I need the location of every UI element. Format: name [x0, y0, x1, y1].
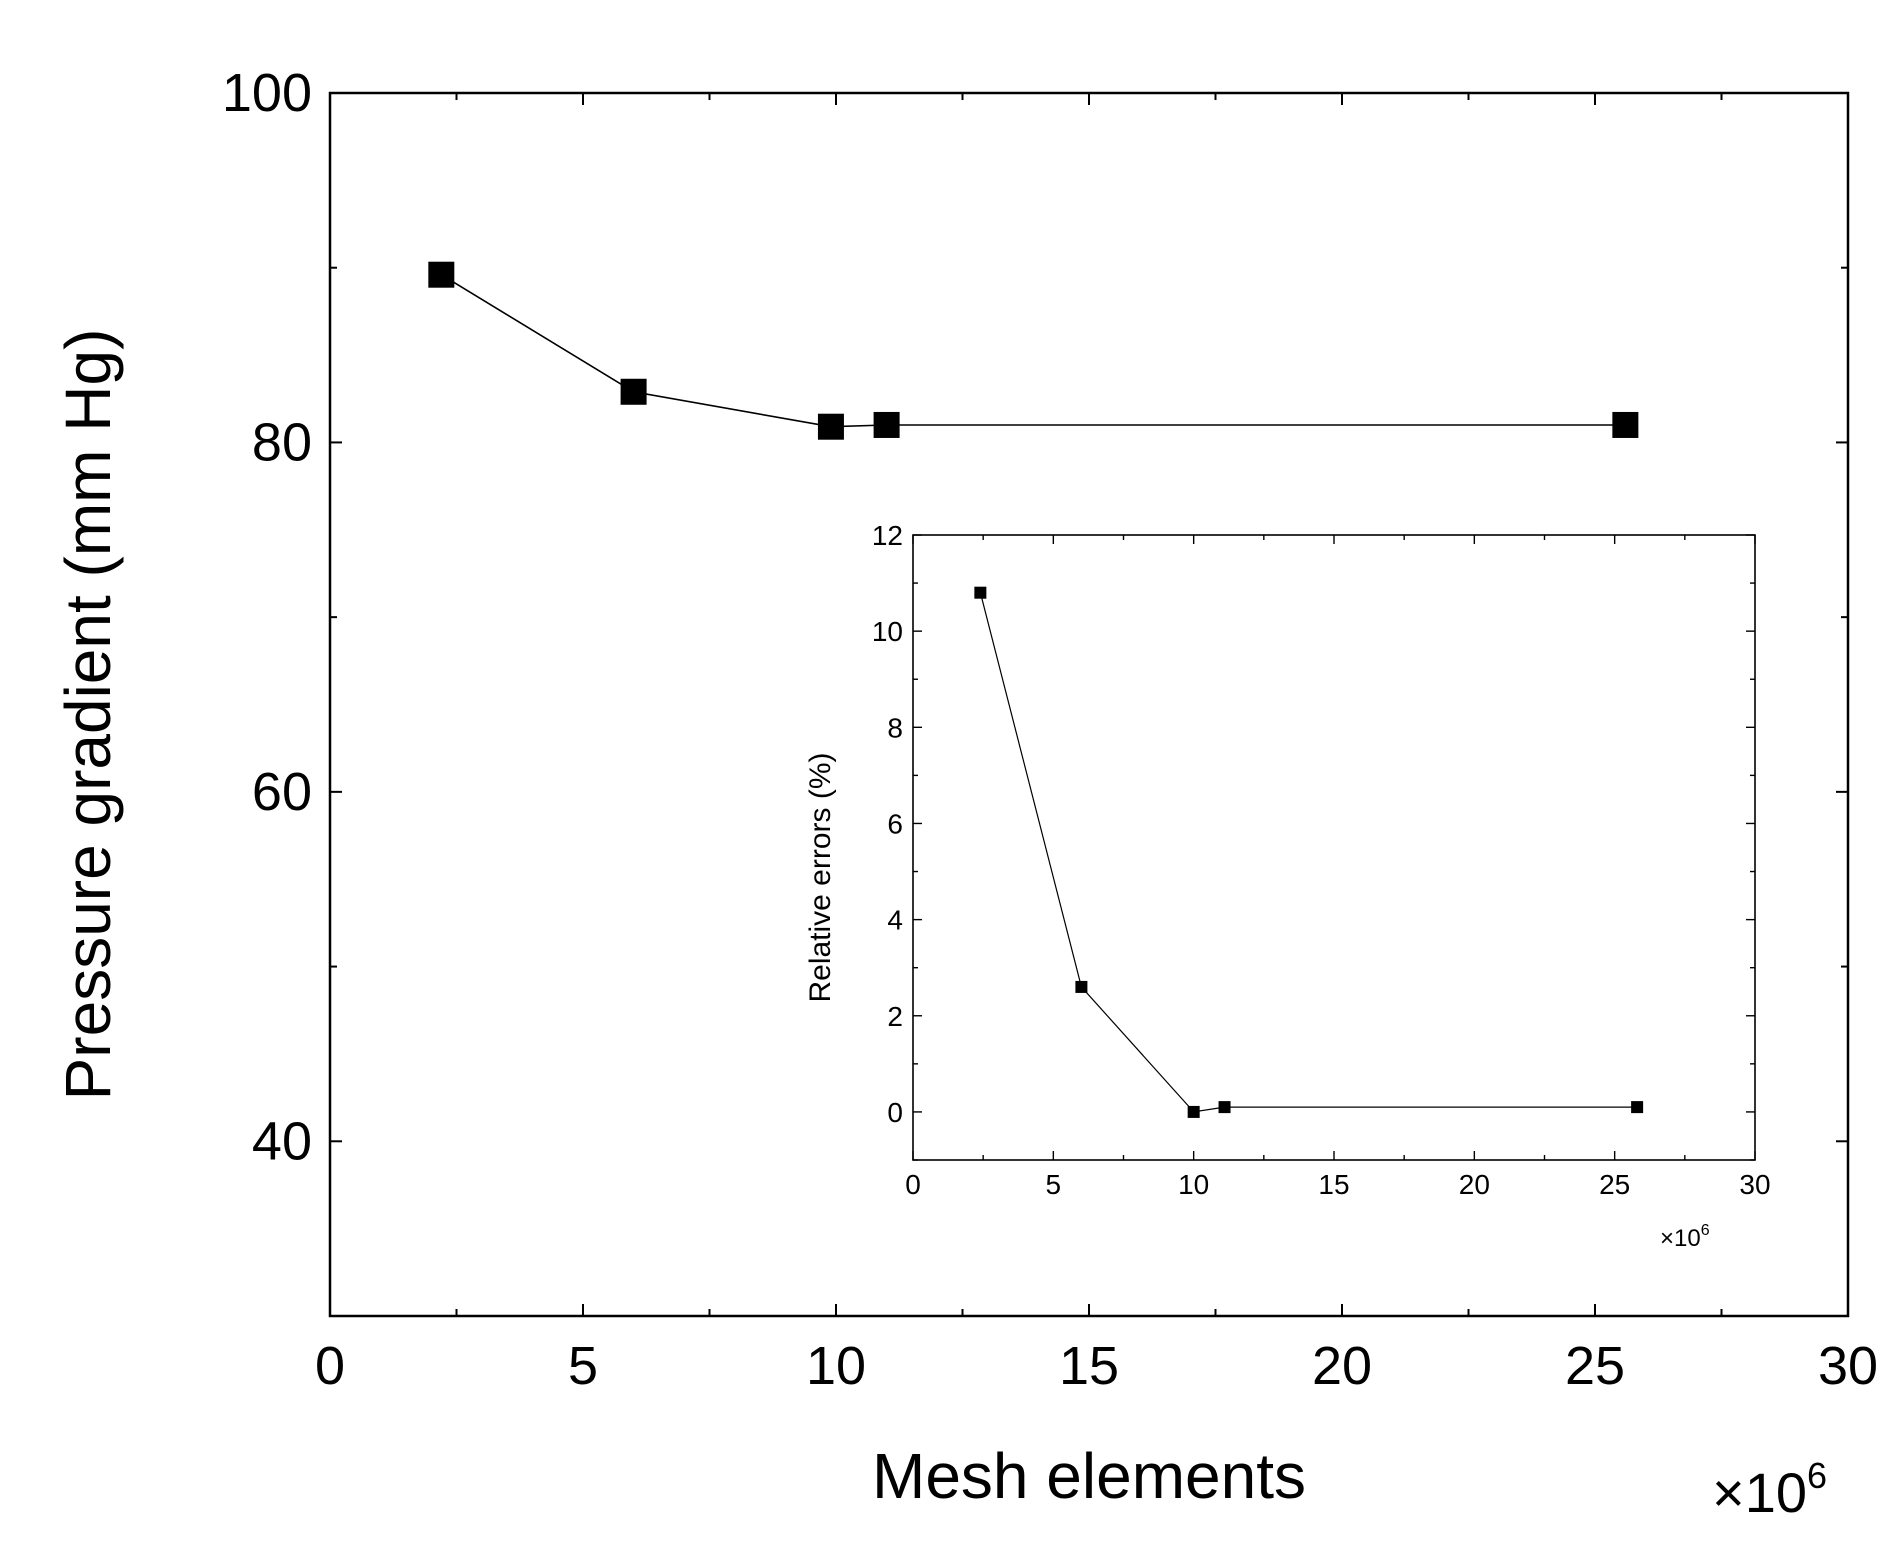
inset-x-multiplier-exponent: 6	[1701, 1222, 1710, 1239]
main-y-tick-label: 80	[252, 412, 312, 472]
inset-plot-frame	[912, 534, 1756, 1161]
inset-x-multiplier-base: ×10	[1660, 1225, 1701, 1252]
inset-background	[913, 535, 1755, 1160]
inset-y-tick-label: 4	[887, 905, 903, 936]
inset-series-markers	[974, 586, 1644, 1118]
main-x-tick-label: 10	[806, 1336, 866, 1396]
main-x-multiplier-base: ×10	[1712, 1461, 1807, 1524]
main-x-tick-label: 30	[1818, 1336, 1878, 1396]
main-y-tick-label: 40	[252, 1111, 312, 1171]
main-data-point	[873, 411, 900, 438]
inset-y-tick-label: 8	[887, 712, 903, 743]
main-x-axis-label: Mesh elements	[872, 1440, 1306, 1512]
inset-data-point	[974, 586, 987, 599]
main-x-multiplier-exponent: 6	[1807, 1455, 1827, 1496]
inset-data-point	[1631, 1101, 1644, 1114]
inset-data-point	[1187, 1105, 1200, 1118]
main-series-markers	[428, 261, 1639, 440]
main-data-point	[817, 413, 844, 440]
inset-y-axis-label: Relative errors (%)	[804, 752, 837, 1002]
main-x-tick-label: 5	[568, 1336, 598, 1396]
inset-y-tick-label: 6	[887, 808, 903, 839]
inset-tick-labels: 0 5 10 15 20 25 30 0 2 4 6 8 10 12	[872, 520, 1771, 1200]
inset-y-tick-label: 0	[887, 1097, 903, 1128]
inset-y-tick-label: 2	[887, 1001, 903, 1032]
main-data-point	[620, 378, 647, 405]
main-y-axis-label: Pressure gradient (mm Hg)	[52, 329, 124, 1101]
inset-ticks	[912, 534, 1756, 1161]
inset-x-tick-label: 25	[1599, 1169, 1630, 1200]
main-x-tick-label: 15	[1059, 1336, 1119, 1396]
inset-x-tick-label: 20	[1459, 1169, 1490, 1200]
inset-x-tick-label: 15	[1318, 1169, 1349, 1200]
inset-data-point	[1218, 1101, 1231, 1114]
inset-x-multiplier: ×106	[1660, 1222, 1710, 1252]
main-x-tick-label: 25	[1565, 1336, 1625, 1396]
main-y-tick-label: 60	[252, 762, 312, 822]
main-plot-frame	[328, 91, 1850, 1318]
main-data-point	[428, 261, 455, 288]
inset-x-tick-label: 30	[1739, 1169, 1770, 1200]
inset-plot: 0 5 10 15 20 25 30 0 2 4 6 8 10 12 Relative errors (%…	[804, 520, 1771, 1252]
main-x-multiplier: ×106	[1712, 1455, 1827, 1524]
main-x-tick-label: 20	[1312, 1336, 1372, 1396]
inset-x-tick-label: 5	[1046, 1169, 1062, 1200]
inset-y-tick-label: 10	[872, 616, 903, 647]
inset-x-tick-label: 0	[905, 1169, 921, 1200]
inset-y-tick-label: 12	[872, 520, 903, 551]
main-y-tick-label: 100	[222, 63, 312, 123]
inset-x-tick-label: 10	[1178, 1169, 1209, 1200]
inset-data-point	[1075, 980, 1088, 993]
main-x-tick-label: 0	[315, 1336, 345, 1396]
main-data-point	[1612, 411, 1639, 438]
